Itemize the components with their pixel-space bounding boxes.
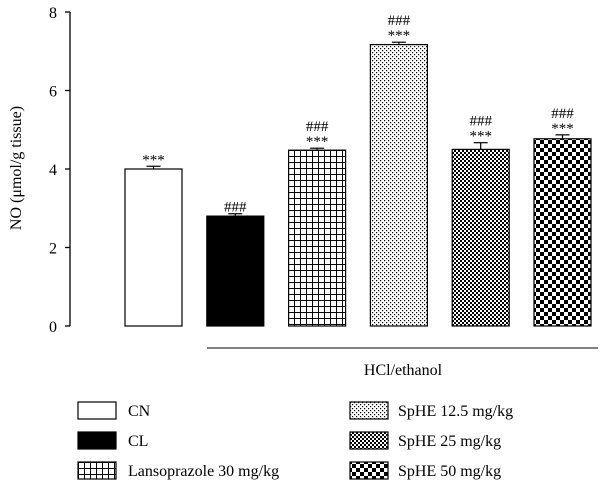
bar-group-4: ***### — [451, 114, 510, 327]
legend-item-1: CL — [77, 431, 148, 450]
legend-label-0: CN — [128, 403, 151, 420]
group-label: HCl/ethanol — [364, 362, 443, 379]
sig-top-2: ### — [306, 119, 329, 135]
bar-group-0: *** — [124, 152, 183, 327]
sig-top-3: ### — [388, 13, 411, 29]
y-tick-label-3: 6 — [49, 84, 57, 101]
bar-1 — [206, 215, 265, 327]
legend-label-2: Lansoprazole 30 mg/kg — [128, 463, 279, 480]
y-axis-title: NO (μmol/g tissue) — [8, 106, 25, 230]
sig-bottom-3: *** — [388, 28, 411, 44]
legend-label-1: CL — [128, 433, 148, 450]
bars-layer: ***###***###***###***### ***### — [124, 13, 592, 327]
legend-label-5: SpHE 50 mg/kg — [398, 463, 501, 480]
bar-2 — [288, 149, 347, 327]
bar-group-3: ***### — [369, 13, 428, 327]
legend-item-0: CN — [77, 401, 151, 420]
legend-swatch-5 — [349, 461, 389, 480]
y-tick-label-4: 8 — [49, 5, 57, 22]
sig-top-4: ### — [469, 114, 492, 130]
sig-bottom-4: *** — [469, 129, 492, 145]
bar-group-1: ### — [206, 200, 265, 327]
y-axis: 0 2 4 6 8 — [49, 5, 71, 336]
bar-group-5: ***### — [533, 106, 592, 327]
legend-swatch-0 — [77, 401, 117, 420]
y-tick-label-0: 0 — [49, 319, 57, 336]
sig-bottom-2: *** — [306, 134, 329, 150]
y-tick-label-2: 4 — [49, 162, 57, 179]
legend-swatch-2 — [77, 461, 117, 480]
legend-item-3: SpHE 12.5 mg/kg — [349, 401, 513, 420]
legend-label-4: SpHE 25 mg/kg — [398, 433, 501, 450]
bar-3 — [369, 43, 428, 327]
legend-item-2: Lansoprazole 30 mg/kg — [77, 461, 279, 480]
legend-swatch-3 — [349, 401, 389, 420]
sig-bottom-1: ### — [224, 200, 247, 216]
sig-top-5: ### — [551, 106, 574, 122]
legend-label-3: SpHE 12.5 mg/kg — [398, 403, 513, 420]
bar-4 — [451, 148, 510, 327]
legend-item-5: SpHE 50 mg/kg — [349, 461, 501, 480]
sig-bottom-5: *** — [551, 121, 574, 137]
bar-group-2: ***### — [288, 119, 347, 327]
legend-item-4: SpHE 25 mg/kg — [349, 431, 501, 450]
y-tick-label-1: 2 — [49, 241, 57, 258]
sig-bottom-0: *** — [142, 152, 165, 168]
legend: CN CL Lansoprazole 30 mg/kg SpHE 12.5 mg/kg… — [77, 401, 513, 480]
bar-5 — [533, 138, 592, 327]
legend-swatch-4 — [349, 431, 389, 450]
bar-0 — [124, 168, 183, 327]
legend-swatch-1 — [77, 431, 117, 450]
